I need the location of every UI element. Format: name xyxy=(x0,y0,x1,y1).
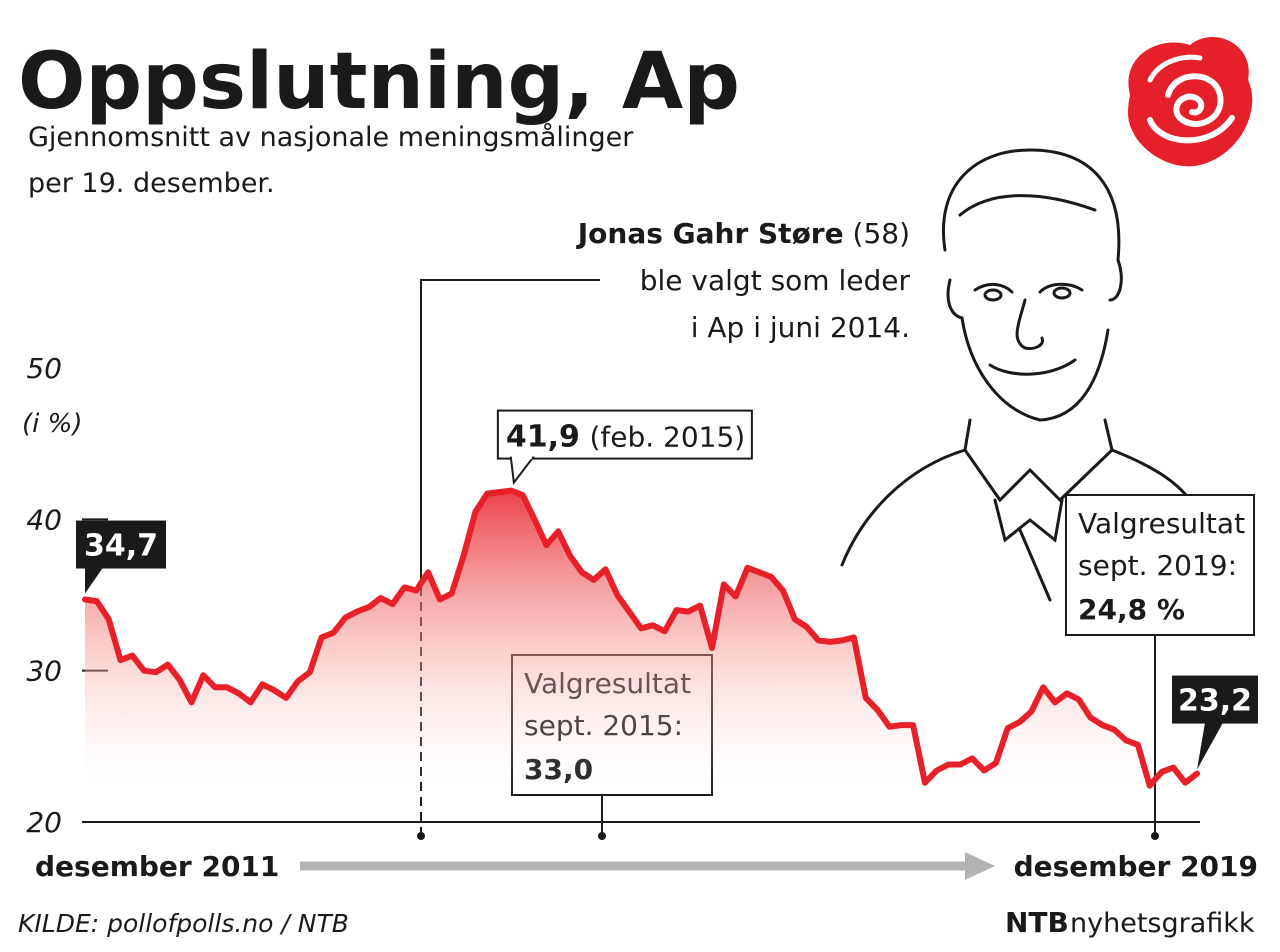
value-label-pointer xyxy=(85,567,103,594)
line xyxy=(82,487,1200,789)
annotation-result: 24,8 % xyxy=(1078,593,1185,626)
annotation-text: sept. 2019: xyxy=(1078,549,1237,582)
leader-line xyxy=(420,279,600,585)
value-label: 34,7 xyxy=(84,529,158,564)
time-arrow xyxy=(300,852,995,880)
y-unit: (i %) xyxy=(22,409,82,439)
value-label-number: 41,9 xyxy=(506,420,580,455)
marker-dot xyxy=(417,832,425,840)
subtitle: per 19. desember. xyxy=(28,168,275,199)
marker-dot xyxy=(1151,832,1159,840)
portrait-illustration xyxy=(840,148,1192,602)
subtitle: Gjennomsnitt av nasjonale meningsmålinge… xyxy=(28,122,634,153)
annotation-box xyxy=(1065,494,1255,636)
value-label-box xyxy=(1172,675,1258,724)
value-label-box xyxy=(496,409,753,460)
y-tick-label: 50 xyxy=(26,352,62,385)
leader-age: (58) xyxy=(853,217,910,250)
value-label: 41,9 (feb. 2015) xyxy=(506,420,745,455)
leader-name: Jonas Gahr Støre xyxy=(576,217,844,250)
value-label-pointer xyxy=(1197,722,1223,770)
logo-label: nyhetsgrafikk xyxy=(1070,908,1255,939)
y-tick-label: 40 xyxy=(26,503,62,536)
source: KILDE: pollofpolls.no / NTB xyxy=(18,909,349,938)
leader-text: ble valgt som leder xyxy=(640,264,911,297)
value-label-box xyxy=(76,520,166,569)
value-label-pointer xyxy=(509,456,535,486)
logo-brand: NTB xyxy=(1005,906,1069,939)
x-tick-label: desember 2019 xyxy=(1014,850,1258,883)
annotation-text: Valgresultat xyxy=(1078,507,1245,540)
party-logo xyxy=(1128,37,1253,167)
peak-note: (feb. 2015) xyxy=(589,421,745,454)
area xyxy=(85,490,1197,800)
chart-title: Oppslutning, Ap xyxy=(18,37,740,127)
value-label: 23,2 xyxy=(1178,684,1252,719)
y-tick-label: 20 xyxy=(26,806,62,839)
marker-dot xyxy=(598,832,606,840)
leader-title: Jonas Gahr Støre (58) xyxy=(576,217,910,250)
y-tick-label: 30 xyxy=(26,655,62,688)
leader-text: i Ap i juni 2014. xyxy=(691,311,910,344)
x-tick-label: desember 2011 xyxy=(35,850,279,883)
